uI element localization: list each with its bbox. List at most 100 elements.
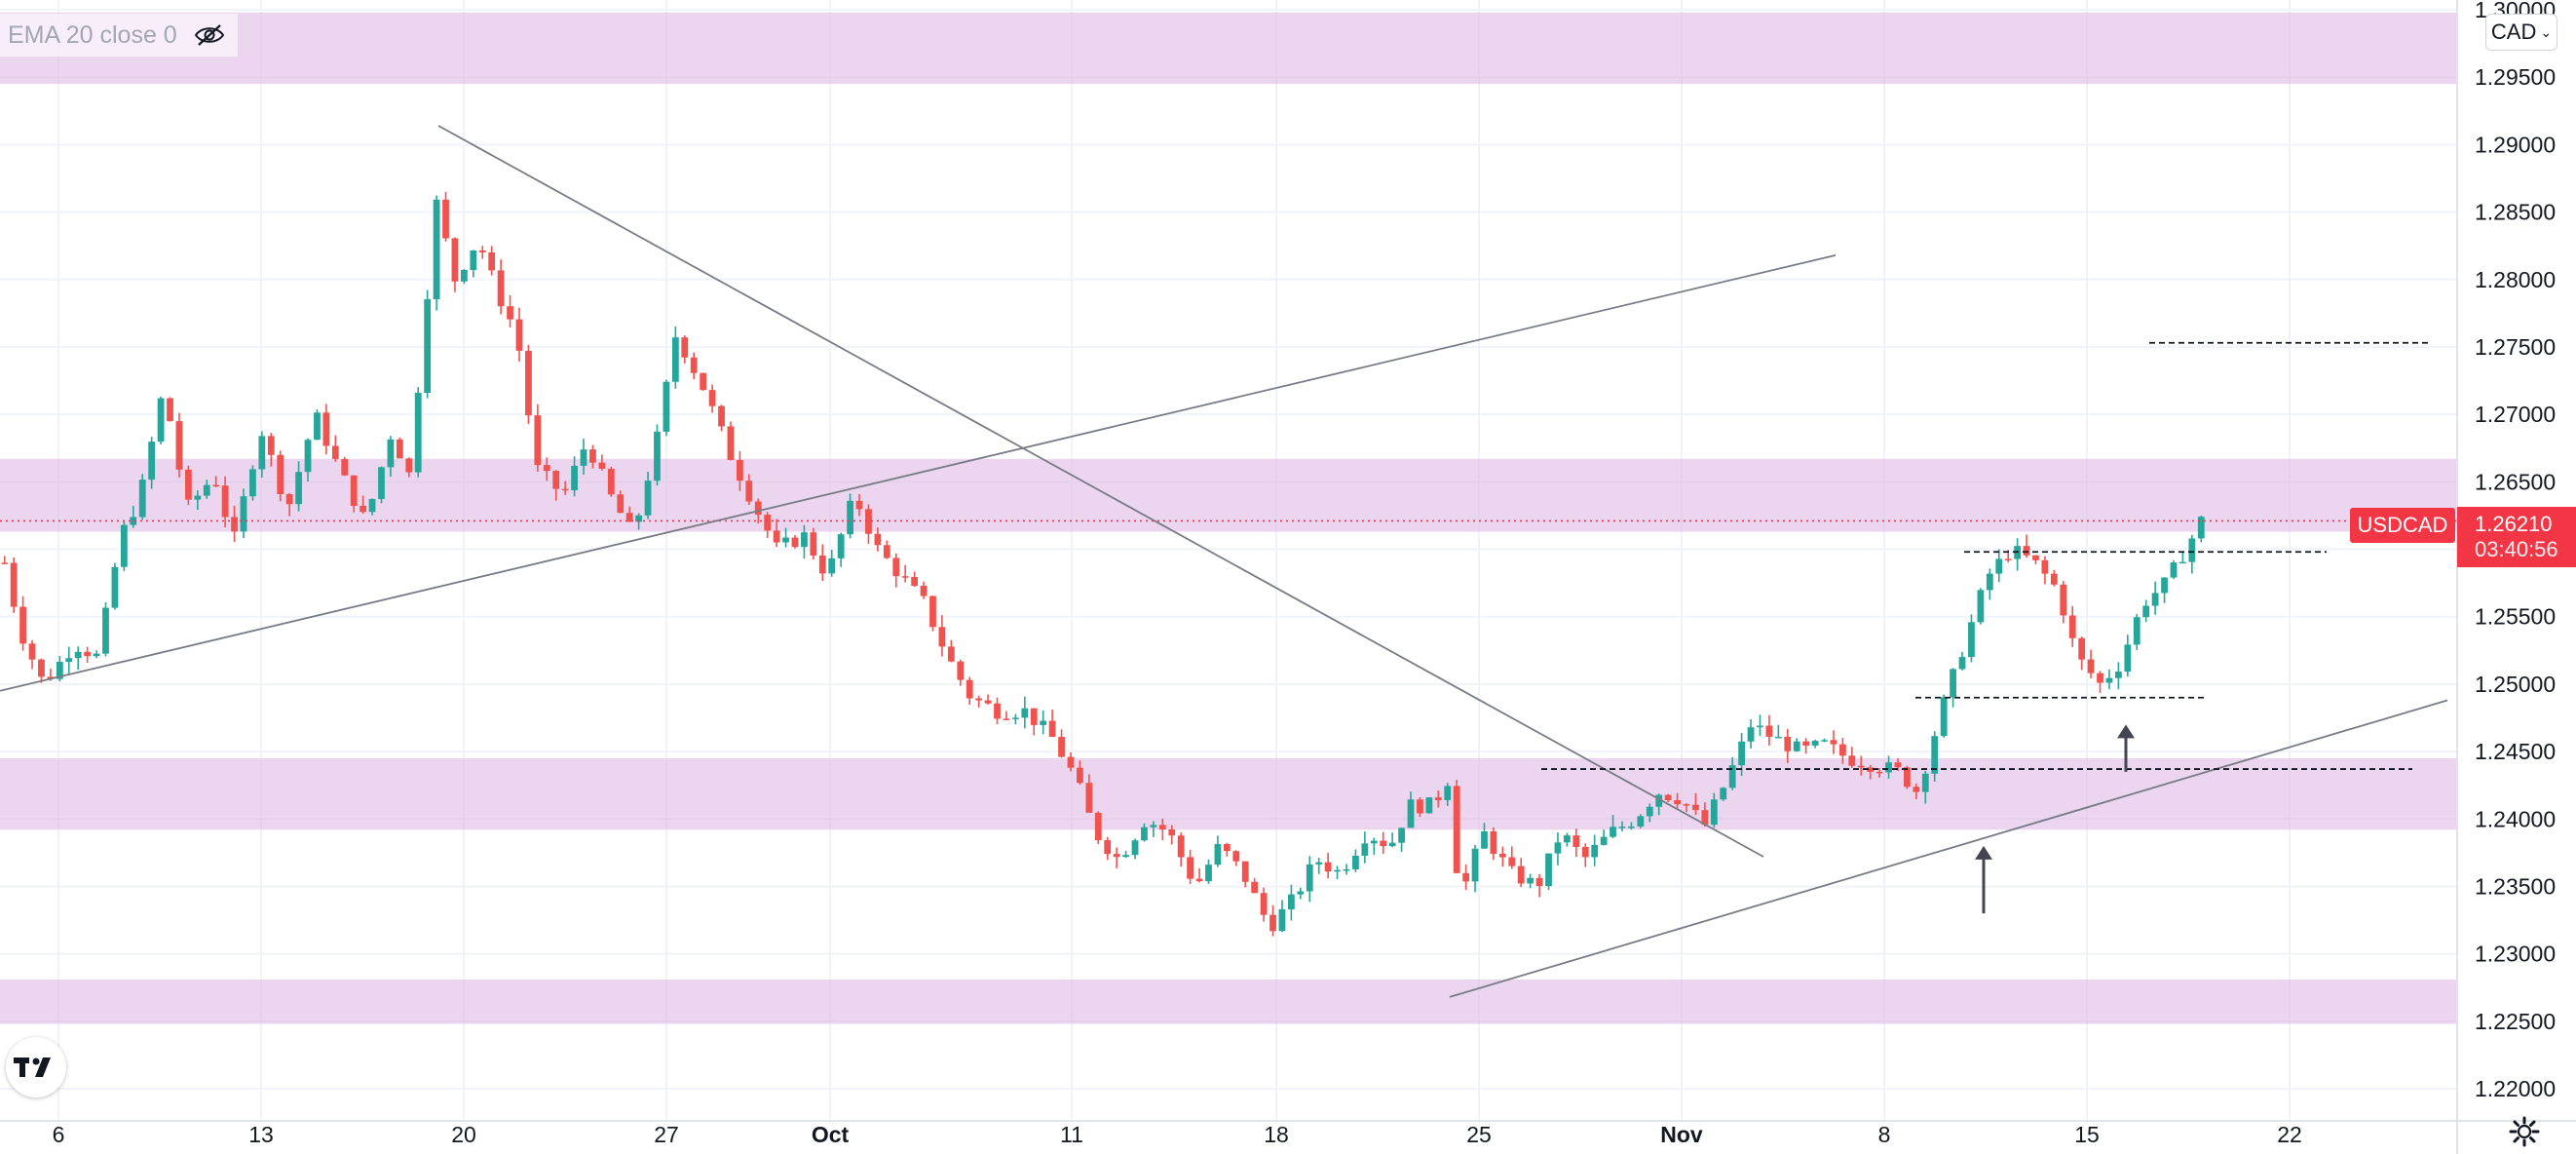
candle-body: [552, 471, 560, 489]
x-tick-label: 6: [53, 1122, 65, 1147]
candle-body: [2060, 584, 2067, 616]
candle-body: [1517, 866, 1525, 884]
candle-body: [1398, 827, 1405, 843]
candle-body: [1232, 851, 1240, 862]
candle-body: [203, 484, 210, 496]
candle-body: [1986, 573, 1993, 591]
candle-body: [966, 679, 973, 699]
eye-crossed-icon[interactable]: [193, 22, 226, 48]
x-tick-label: 27: [654, 1122, 679, 1147]
candle-body: [663, 381, 670, 432]
candle-body: [571, 465, 578, 490]
candle-body: [1757, 725, 1763, 728]
candle-body: [175, 421, 183, 470]
candle-body: [1434, 797, 1442, 800]
candle-body: [1417, 799, 1423, 814]
candle-body: [378, 467, 385, 500]
candle-body: [433, 199, 440, 300]
candle-body: [1683, 804, 1690, 806]
candle-body: [221, 485, 229, 518]
y-tick-label: 1.28000: [2475, 267, 2556, 292]
candle-body: [745, 481, 753, 502]
candle-body: [167, 398, 173, 422]
supply-demand-zone: [0, 979, 2457, 1024]
currency-button[interactable]: CAD ⌄: [2485, 14, 2557, 51]
candle-body: [2179, 561, 2186, 564]
candle-body: [1591, 844, 1599, 858]
candle-body: [2151, 593, 2159, 606]
candle-body: [84, 651, 92, 657]
indicator-legend[interactable]: EMA 20 close 0: [0, 14, 238, 57]
candle-body: [1701, 810, 1709, 826]
last-price-value: 1.26210: [2475, 512, 2553, 536]
price-axis: 1.22000 1.22500 1.23000 1.23500 1.24000 1.245…: [2456, 0, 2556, 1154]
candle-body: [74, 651, 82, 659]
candle-body: [38, 659, 45, 677]
candle-body: [1158, 825, 1166, 830]
bar-countdown: 03:40:56: [2475, 537, 2558, 561]
candle-body: [690, 357, 698, 373]
candle-body: [1334, 869, 1341, 872]
candle-body: [1343, 868, 1350, 871]
tradingview-logo-icon[interactable]: [6, 1037, 66, 1097]
gear-icon[interactable]: [2508, 1115, 2541, 1148]
candle-body: [1223, 844, 1231, 852]
candle-body: [285, 493, 293, 505]
y-tick-label: 1.25000: [2475, 672, 2556, 697]
x-tick-label: 13: [248, 1122, 274, 1147]
candle-body: [1793, 741, 1800, 751]
y-tick-label: 1.22500: [2475, 1009, 2556, 1034]
y-tick-label: 1.24500: [2475, 739, 2556, 764]
candle-body: [148, 442, 156, 481]
y-tick-label: 1.22000: [2475, 1076, 2556, 1101]
candle-body: [773, 530, 780, 543]
candle-body: [1453, 786, 1460, 873]
trendline: [437, 125, 1764, 858]
candle-body: [2197, 517, 2205, 539]
candle-body: [249, 469, 256, 497]
candle-body: [1728, 765, 1736, 789]
candle-body: [671, 337, 679, 382]
candle-body: [1287, 894, 1295, 909]
candle-body: [947, 646, 955, 662]
candle-body: [635, 515, 643, 522]
candle-body: [810, 532, 817, 556]
candle-body: [19, 606, 26, 644]
candle-body: [2170, 562, 2178, 578]
candle-body: [1958, 657, 1966, 670]
y-tick-label: 1.28500: [2475, 200, 2556, 225]
candle-body: [1490, 830, 1497, 854]
candle-body: [1187, 857, 1194, 879]
candle-body: [764, 515, 772, 531]
candle-body: [644, 481, 652, 516]
candle-body: [405, 458, 413, 473]
x-tick-label: 22: [2277, 1122, 2302, 1147]
candle-body: [1848, 755, 1856, 766]
candle-body: [387, 439, 395, 468]
candle-body: [1931, 736, 1939, 774]
candle-body: [2032, 555, 2039, 560]
candle-body: [1857, 765, 1865, 768]
candle-body: [497, 270, 505, 307]
candle-body: [957, 661, 965, 680]
y-tick-label: 1.25500: [2475, 604, 2556, 630]
candle-body: [2161, 577, 2168, 594]
supply-demand-zone: [0, 12, 2457, 85]
candle-body: [442, 199, 449, 239]
candle-body: [277, 454, 284, 494]
candle-body: [589, 449, 596, 463]
candle-body: [157, 398, 165, 442]
candle-body: [1380, 840, 1387, 847]
candle-body: [994, 703, 1001, 719]
zones: [0, 12, 2457, 1024]
y-tick-label: 1.23500: [2475, 873, 2556, 899]
chevron-down-icon: ⌄: [2540, 23, 2553, 40]
candle-body: [1811, 741, 1819, 746]
candle-body: [1950, 669, 1956, 698]
candle-body: [2068, 615, 2076, 638]
x-tick-label: 18: [1264, 1122, 1289, 1147]
candle-body: [10, 562, 18, 607]
y-tick-label: 1.29000: [2475, 132, 2556, 157]
